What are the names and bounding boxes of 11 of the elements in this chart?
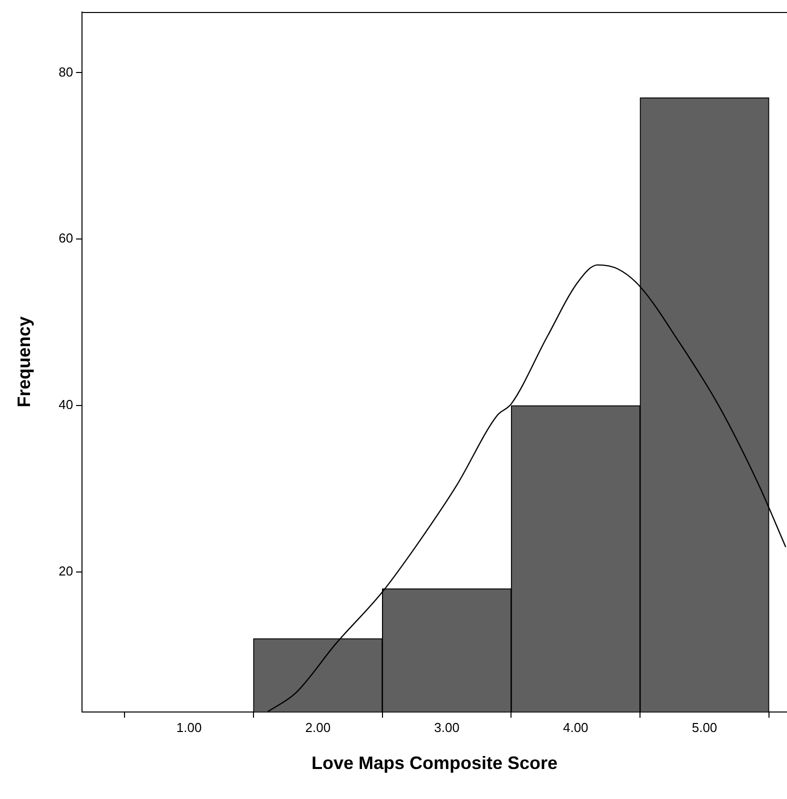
x-tick-label: 3.00 (434, 720, 460, 736)
y-tick-label: 20 (58, 564, 74, 579)
x-tick-label: 1.00 (176, 720, 202, 736)
y-tick-label: 40 (58, 397, 74, 412)
x-tick-label: 4.00 (562, 720, 588, 736)
x-tick-label: 2.00 (305, 720, 331, 736)
x-axis-title: Love Maps Composite Score (312, 753, 558, 774)
x-tick-label: 5.00 (692, 720, 718, 736)
y-tick-label: 80 (58, 64, 74, 80)
y-axis-title: Frequency (14, 316, 34, 408)
y-tick-label: 60 (58, 230, 74, 246)
